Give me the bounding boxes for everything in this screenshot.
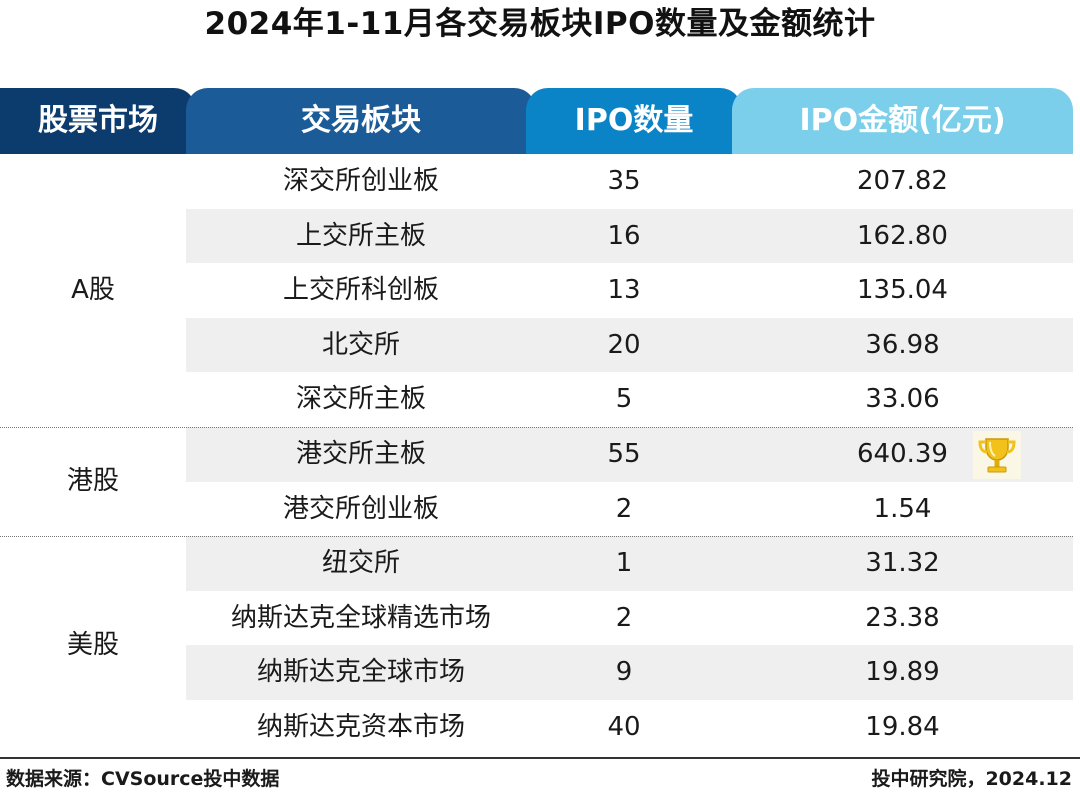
header-board: 交易板块 [186, 88, 536, 154]
count-cell: 35 [607, 166, 641, 196]
count-cell: 1 [615, 548, 633, 579]
board-cell: 上交所科创板 [282, 275, 439, 306]
group-divider [0, 427, 1073, 428]
header-market: 股票市场 [0, 88, 196, 154]
table-header: 股票市场 交易板块 IPO数量 IPO金额(亿元) [0, 88, 1080, 154]
board-cell: 港交所主板 [295, 439, 426, 469]
count-cell: 13 [607, 275, 641, 306]
board-cell: 上交所主板 [295, 220, 426, 251]
board-cell: 深交所创业板 [282, 166, 439, 196]
board-cell: 港交所创业板 [282, 493, 439, 524]
group-divider [0, 536, 1073, 538]
table-row: 港交所创业板 2 1.54 [186, 482, 1073, 537]
table-row: 上交所科创板 13 135.04 [186, 263, 1073, 318]
board-cell: 纽交所 [321, 548, 400, 579]
amount-cell: 19.89 [865, 657, 940, 688]
count-cell: 9 [615, 657, 633, 688]
amount-cell: 207.82 [857, 166, 948, 196]
amount-cell: 640.39 [857, 439, 948, 469]
amount-cell: 23.38 [865, 602, 940, 633]
header-amount: IPO金额(亿元) [732, 88, 1073, 154]
header-count: IPO数量 [526, 88, 742, 154]
amount-cell: 19.84 [865, 712, 940, 742]
table-row: 上交所主板 16 162.80 [186, 208, 1073, 264]
amount-cell: 33.06 [865, 384, 940, 415]
count-cell: 20 [607, 329, 641, 360]
count-cell: 55 [607, 439, 641, 469]
credit-note: 投中研究院，2024.12 [871, 768, 1072, 790]
trophy-icon [973, 431, 1021, 479]
count-cell: 5 [615, 384, 633, 415]
source-note: 数据来源：CVSource投中数据 [6, 768, 280, 790]
market-label-us: 美股 [66, 630, 119, 661]
amount-cell: 36.98 [865, 329, 940, 360]
market-label-a-share: A股 [71, 275, 115, 305]
table-row: 北交所 20 36.98 [186, 317, 1073, 373]
board-cell: 北交所 [321, 329, 400, 360]
board-cell: 纳斯达克全球市场 [256, 657, 465, 688]
count-cell: 16 [607, 220, 641, 251]
amount-cell: 1.54 [873, 493, 932, 524]
board-cell: 深交所主板 [295, 384, 426, 415]
table-row: 深交所主板 5 33.06 [186, 372, 1073, 427]
table-row: 港交所主板 55 640.39 [186, 427, 1073, 482]
table-row: 纳斯达克全球精选市场 2 23.38 [186, 591, 1073, 646]
market-label-hk: 港股 [66, 466, 119, 496]
bottom-rule [0, 757, 1080, 759]
amount-cell: 162.80 [857, 220, 948, 251]
count-cell: 2 [615, 602, 633, 633]
count-cell: 40 [607, 712, 641, 742]
board-cell: 纳斯达克资本市场 [256, 712, 465, 742]
count-cell: 2 [615, 493, 633, 524]
table-row: 纳斯达克全球市场 9 19.89 [186, 645, 1073, 700]
amount-cell: 31.32 [865, 548, 940, 579]
table-row: 深交所创业板 35 207.82 [186, 154, 1073, 209]
table-row: 纳斯达克资本市场 40 19.84 [186, 700, 1073, 755]
board-cell: 纳斯达克全球精选市场 [230, 602, 491, 633]
amount-cell: 135.04 [857, 275, 948, 306]
page-title: 2024年1-11月各交易板块IPO数量及金额统计 [204, 6, 876, 42]
table-row: 纽交所 1 31.32 [186, 536, 1073, 591]
